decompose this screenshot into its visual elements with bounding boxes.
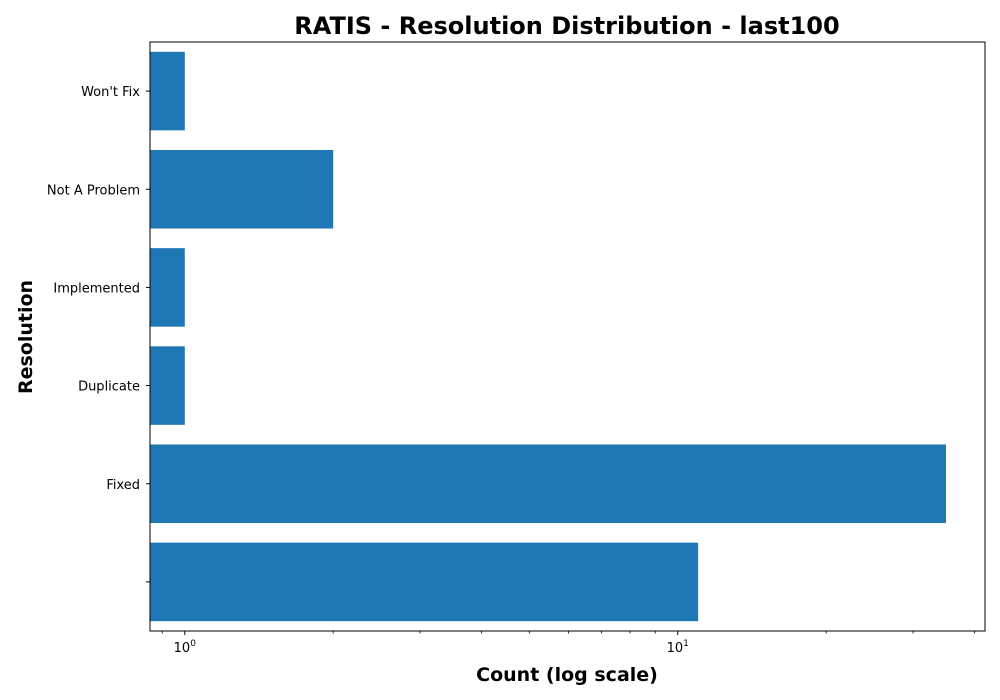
bar <box>150 150 333 229</box>
y-tick-label: Implemented <box>53 281 140 296</box>
y-tick-label: Not A Problem <box>47 183 140 198</box>
y-tick-label: Won't Fix <box>81 85 140 100</box>
bar <box>150 444 946 523</box>
x-tick-label: 100 <box>174 639 197 656</box>
bar <box>150 543 698 622</box>
y-axis-label: Resolution <box>15 280 37 394</box>
y-tick-label: Fixed <box>106 478 140 493</box>
bar <box>150 248 185 327</box>
x-tick-label: 101 <box>667 639 689 656</box>
plot-area: Fixed Duplicate Implemented Not A Problem Wo… <box>47 42 985 656</box>
y-tick-label: Duplicate <box>78 380 140 395</box>
bar <box>150 346 185 425</box>
x-axis-label: Count (log scale) <box>476 664 658 686</box>
chart-title: RATIS - Resolution Distribution - last10… <box>294 12 839 40</box>
bar <box>150 52 185 131</box>
